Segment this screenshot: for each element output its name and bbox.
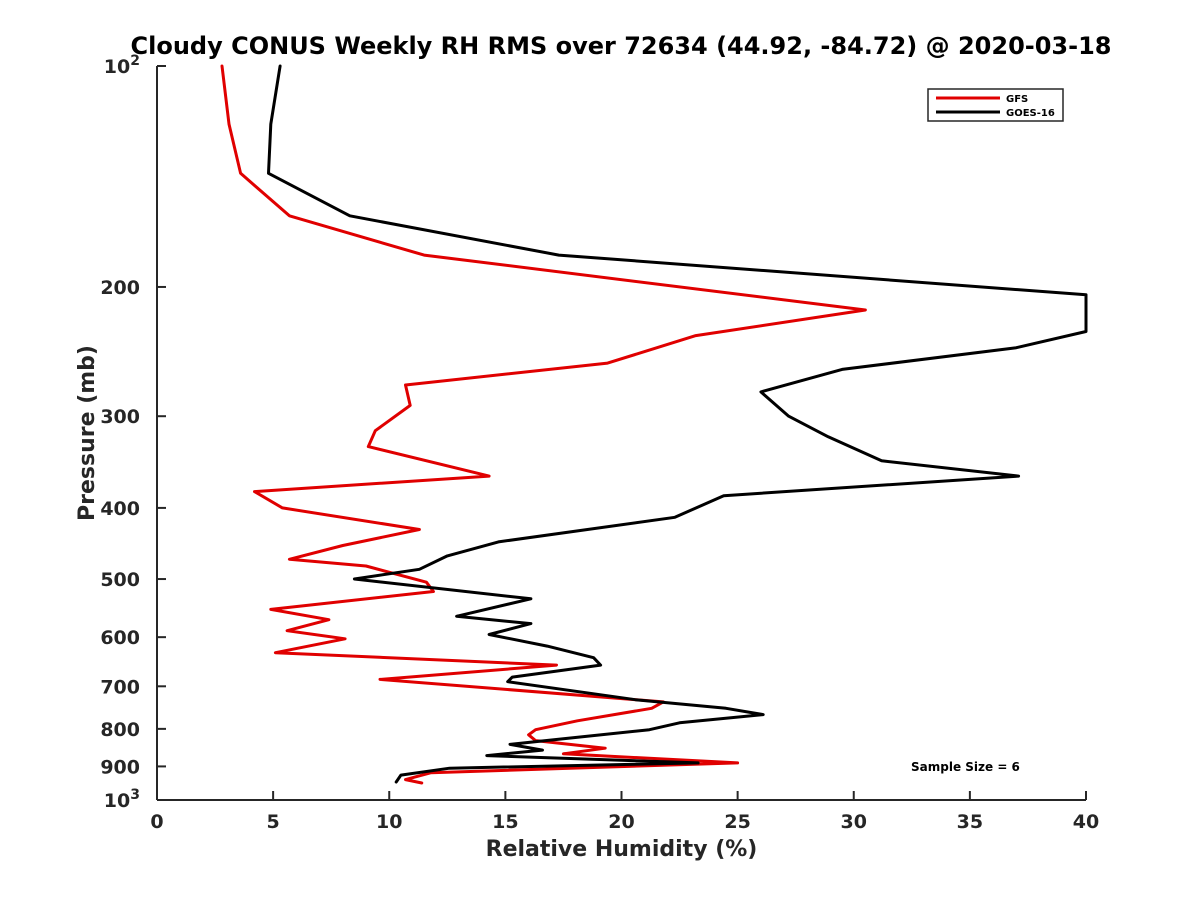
y-tick-label: 200 [100, 277, 140, 299]
y-tick-label: 103 [104, 787, 140, 812]
y-tick-label: 800 [100, 719, 140, 741]
x-tick-label: 15 [492, 811, 518, 833]
y-tick-label: 900 [100, 756, 140, 778]
x-tick-label: 40 [1073, 811, 1099, 833]
legend: GFS GOES-16 [927, 88, 1064, 122]
x-tick-label: 0 [150, 811, 163, 833]
chart-title: Cloudy CONUS Weekly RH RMS over 72634 (4… [131, 32, 1112, 60]
x-tick-label: 25 [724, 811, 750, 833]
y-axis-label: Pressure (mb) [75, 345, 100, 521]
y-tick-label: 102 [104, 53, 140, 78]
legend-entry: GOES-16 [1006, 108, 1055, 119]
y-tick-label: 500 [100, 569, 140, 591]
sample-size-annotation: Sample Size = 6 [911, 760, 1020, 774]
y-tick-label: 700 [100, 676, 140, 698]
legend-entry: GFS [1006, 94, 1028, 105]
x-tick-label: 10 [376, 811, 402, 833]
series-line-goes-16 [267, 64, 1088, 784]
x-tick-label: 5 [267, 811, 280, 833]
x-tick-label: 20 [608, 811, 634, 833]
y-tick-label: 300 [100, 406, 140, 428]
y-tick-label: 400 [100, 498, 140, 520]
series-line-gfs [220, 64, 867, 785]
plot-area: 0 5 10 15 20 25 30 35 40 102 200 300 400 500 600 700 800… [100, 53, 1099, 833]
x-tick-label: 30 [841, 811, 867, 833]
x-axis-label: Relative Humidity (%) [486, 837, 758, 862]
x-tick-label: 35 [957, 811, 983, 833]
y-tick-label: 600 [100, 627, 140, 649]
legend-box [927, 88, 1064, 122]
